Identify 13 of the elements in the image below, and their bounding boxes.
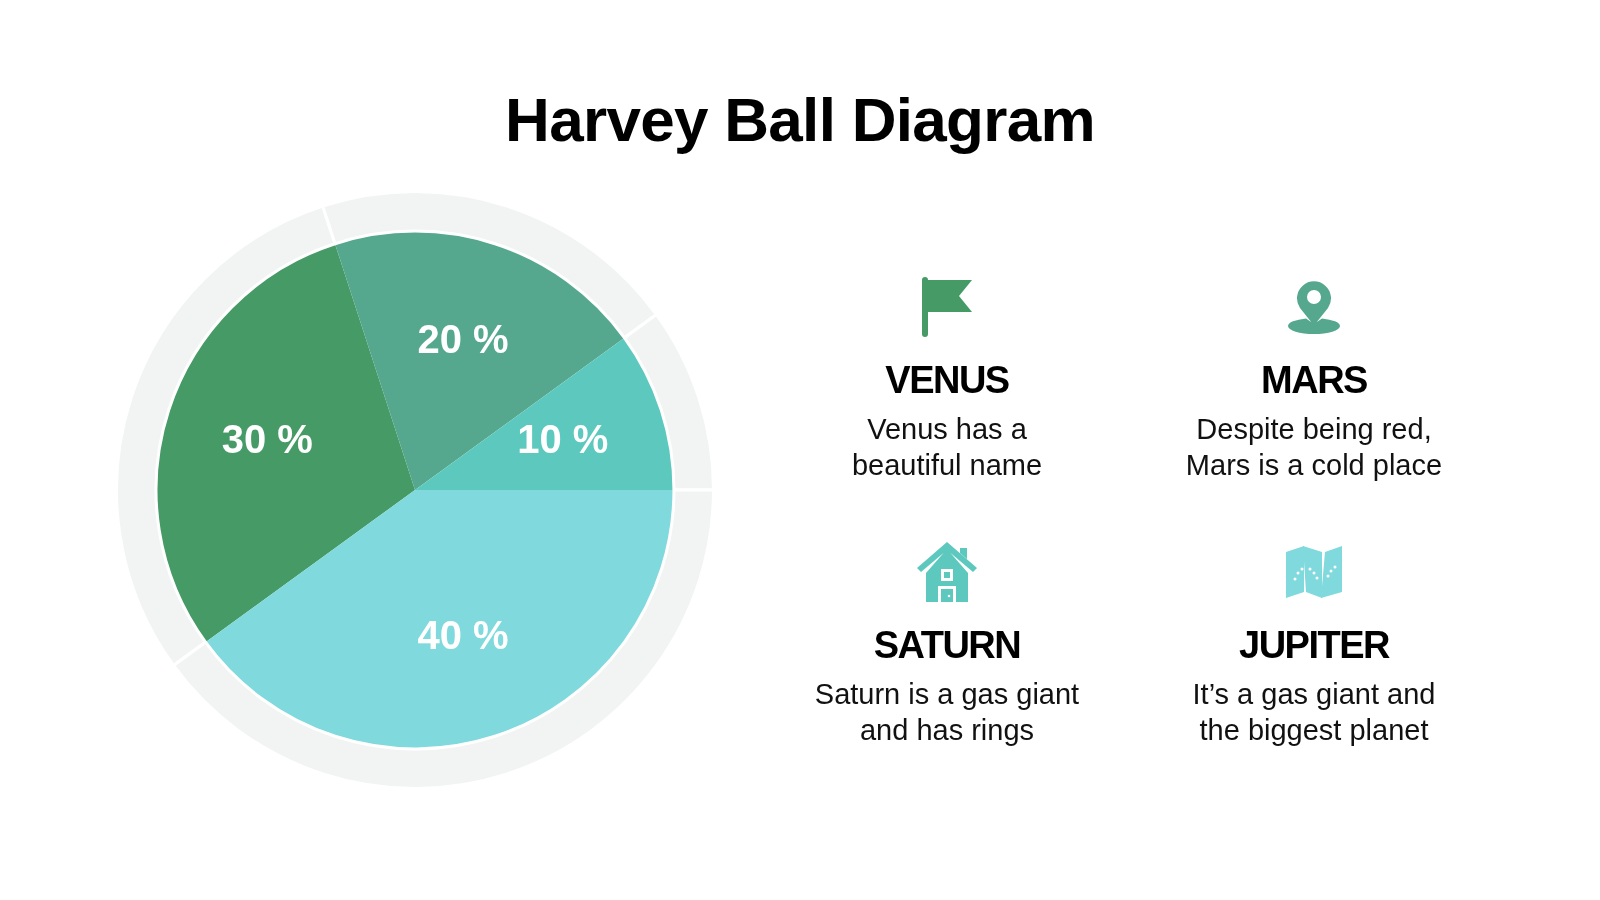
data-label: 30 %	[221, 417, 313, 462]
text: Venus has a beautiful name	[850, 412, 1044, 483]
text: It’s a gas giant and the biggest planet	[1191, 677, 1437, 748]
legend-label: VENUS	[884, 358, 1010, 402]
data-label: 40 %	[417, 612, 509, 657]
data-label: 10 %	[517, 417, 609, 462]
text: Despite being red, Mars is a cold place	[1184, 412, 1444, 483]
chart-title: Harvey Ball Diagram	[504, 84, 1096, 156]
data-label: 20 %	[417, 317, 509, 362]
legend-label: JUPITER	[1238, 623, 1391, 667]
legend-label: MARS	[1260, 358, 1368, 402]
text: Saturn is a gas giant and has rings	[813, 677, 1081, 748]
legend-label: SATURN	[872, 623, 1022, 667]
